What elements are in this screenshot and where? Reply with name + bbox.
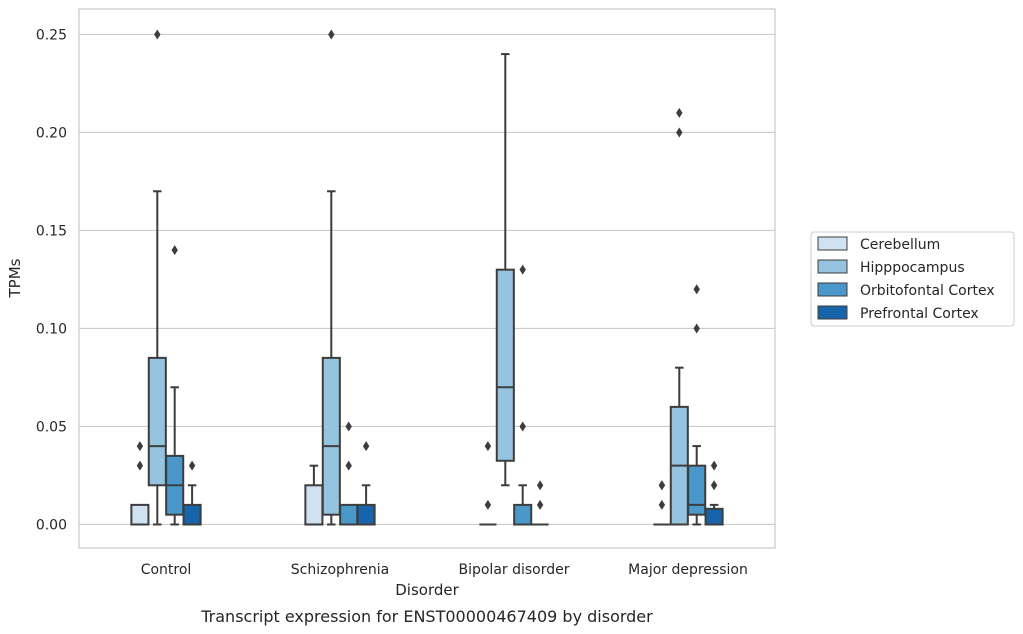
x-tick-label: Schizophrenia: [291, 562, 389, 578]
outlier-point: [328, 29, 335, 40]
legend-label: Hipppocampus: [860, 260, 965, 276]
box-body: [513, 503, 533, 526]
y-tick-label: 0.10: [36, 321, 67, 337]
x-axis-label: Disorder: [395, 581, 459, 599]
outlier-point: [345, 460, 352, 471]
x-tick-label: Bipolar disorder: [458, 562, 569, 578]
outlier-point: [136, 441, 144, 452]
box-2-0: [165, 245, 185, 526]
y-tick-label: 0.25: [36, 27, 67, 43]
box-2-3: [687, 284, 707, 526]
legend-frame: [810, 231, 1015, 327]
legend-label: Cerebellum: [860, 237, 940, 253]
box-body: [356, 503, 376, 526]
x-tick-label: Control: [141, 562, 192, 578]
box-1-0: [147, 29, 167, 526]
box-body: [182, 503, 202, 526]
outlier-point: [710, 480, 718, 491]
box-2-1: [339, 421, 359, 526]
legend-label: Prefrontal Cortex: [860, 306, 979, 322]
legend-swatch: [817, 259, 848, 274]
legend-swatch: [817, 236, 848, 251]
outlier-point: [676, 107, 683, 118]
outlier-point: [676, 127, 683, 138]
box-0-2: [479, 441, 497, 526]
box-0-3: [653, 480, 671, 526]
box-3-0: [182, 460, 202, 526]
outlier-point: [693, 323, 700, 334]
legend-label: Orbitofontal Cortex: [860, 283, 995, 299]
outlier-point: [484, 441, 492, 452]
outlier-point: [136, 460, 144, 471]
y-axis-label: TPMs: [6, 258, 24, 298]
outlier-point: [693, 284, 700, 295]
outlier-point: [536, 480, 544, 491]
box-body: [687, 464, 707, 516]
x-tick-label: Major depression: [628, 562, 748, 578]
legend-swatch: [817, 305, 848, 320]
outlier-point: [188, 460, 196, 471]
legend-swatch: [817, 282, 848, 297]
box-body: [339, 503, 359, 526]
box-2-2: [513, 264, 533, 526]
box-body: [130, 503, 150, 526]
outlier-point: [154, 29, 161, 40]
x-axis-ticks: Control Schizophrenia Bipolar disorder Majo…: [141, 562, 748, 578]
outlier-point: [710, 460, 718, 471]
y-tick-label: 0.20: [36, 125, 67, 141]
outlier-point: [519, 421, 526, 432]
plot-frame: [78, 8, 776, 549]
y-tick-label: 0.00: [36, 517, 67, 533]
box-1-2: [495, 53, 515, 487]
outlier-point: [536, 499, 544, 510]
outlier-point: [519, 264, 526, 275]
y-tick-label: 0.05: [36, 419, 67, 435]
box-body: [304, 484, 324, 526]
box-3-1: [356, 441, 376, 526]
outlier-point: [345, 421, 352, 432]
outlier-point: [658, 480, 666, 491]
box-3-2: [531, 480, 549, 526]
box-body: [321, 356, 341, 516]
box-3-3: [704, 460, 724, 526]
box-body: [704, 507, 724, 526]
outlier-point: [484, 499, 492, 510]
boxes: [130, 29, 724, 526]
box-0-1: [304, 464, 324, 526]
box-body: [147, 356, 167, 487]
legend-items: Cerebellum Hipppocampus Orbitofontal Corte…: [817, 236, 995, 322]
chart-caption: Transcript expression for ENST0000046740…: [200, 607, 653, 626]
outlier-point: [362, 441, 370, 452]
y-tick-label: 0.15: [36, 223, 67, 239]
outlier-point: [658, 499, 666, 510]
outlier-point: [171, 245, 178, 256]
legend: Cerebellum Hipppocampus Orbitofontal Corte…: [810, 231, 1015, 327]
box-0-0: [130, 441, 150, 526]
box-1-3: [669, 107, 689, 526]
y-axis-ticks: 0.00 0.05 0.10 0.15 0.20 0.25: [36, 27, 67, 533]
box-1-1: [321, 29, 341, 526]
box-body: [495, 268, 515, 462]
